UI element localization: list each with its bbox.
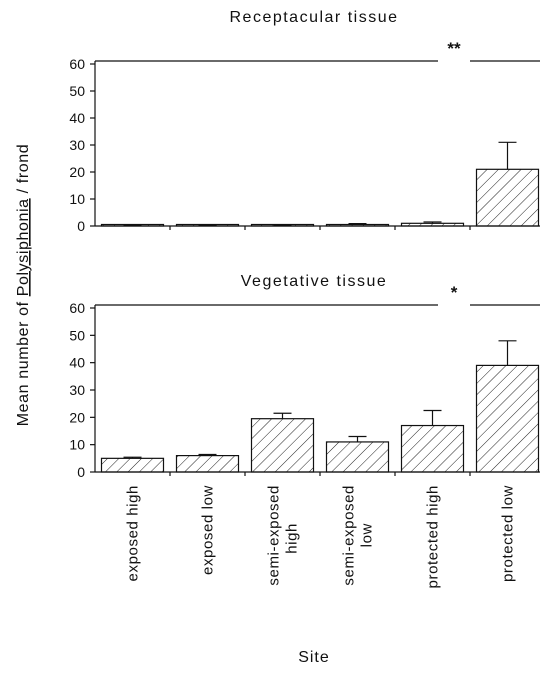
y-axis-label-suffix: / frond bbox=[15, 144, 32, 199]
y-tick-label: 0 bbox=[77, 218, 85, 234]
bar bbox=[400, 222, 465, 227]
bar bbox=[100, 457, 165, 473]
category-label: semi-exposedlow bbox=[341, 485, 376, 586]
category-label-line: low bbox=[359, 523, 376, 547]
y-tick-label: 20 bbox=[69, 164, 85, 180]
panel-vegetative: Vegetative tissue * 0 10 20 30 40 50 60 bbox=[69, 273, 540, 480]
y-axis-label: Mean number of Polysiphonia / frond bbox=[15, 144, 32, 427]
y-tick-label: 40 bbox=[69, 355, 85, 371]
y-tick-label: 60 bbox=[69, 300, 85, 316]
bar bbox=[475, 364, 540, 473]
y-tick-label: 60 bbox=[69, 56, 85, 72]
category-label: exposed high bbox=[125, 485, 142, 581]
category-label: semi-exposedhigh bbox=[266, 485, 301, 586]
y-tick-label: 50 bbox=[69, 83, 85, 99]
significance-marker: * bbox=[451, 283, 458, 302]
y-tick-label: 50 bbox=[69, 327, 85, 343]
bar bbox=[175, 455, 240, 473]
y-tick-label: 10 bbox=[69, 191, 85, 207]
category-label: protected high bbox=[425, 485, 442, 588]
category-label-line: semi-exposed bbox=[341, 485, 358, 586]
bar bbox=[475, 168, 540, 227]
panel-title: Receptacular tissue bbox=[229, 9, 398, 26]
y-tick-label: 0 bbox=[77, 464, 85, 480]
category-label: exposed low bbox=[200, 485, 217, 575]
x-axis-label: Site bbox=[298, 649, 330, 666]
y-tick-label: 30 bbox=[69, 137, 85, 153]
category-label-line: semi-exposed bbox=[266, 485, 283, 586]
y-tick-label: 10 bbox=[69, 437, 85, 453]
category-label-text: exposed high bbox=[125, 485, 142, 581]
bar bbox=[325, 223, 390, 227]
y-tick-label: 40 bbox=[69, 110, 85, 126]
category-label: protected low bbox=[500, 485, 517, 582]
category-labels: exposed high exposed low semi-exposedhigh s… bbox=[125, 485, 517, 588]
significance-marker: ** bbox=[447, 39, 461, 58]
category-label-text: protected high bbox=[425, 485, 442, 588]
category-label-text: protected low bbox=[500, 485, 517, 582]
bar bbox=[325, 441, 390, 473]
bar bbox=[250, 418, 315, 473]
panel-receptacular: Receptacular tissue ** 0 10 20 30 40 50 60 bbox=[69, 9, 540, 234]
y-axis-label-prefix: Mean number of bbox=[15, 296, 32, 426]
y-axis-label-underlined: Polysiphonia bbox=[15, 198, 32, 296]
category-label-text: exposed low bbox=[200, 485, 217, 575]
category-label-line: high bbox=[284, 523, 301, 554]
bar bbox=[400, 424, 465, 473]
y-tick-label: 20 bbox=[69, 409, 85, 425]
y-tick-label: 30 bbox=[69, 382, 85, 398]
panel-title: Vegetative tissue bbox=[241, 273, 387, 290]
